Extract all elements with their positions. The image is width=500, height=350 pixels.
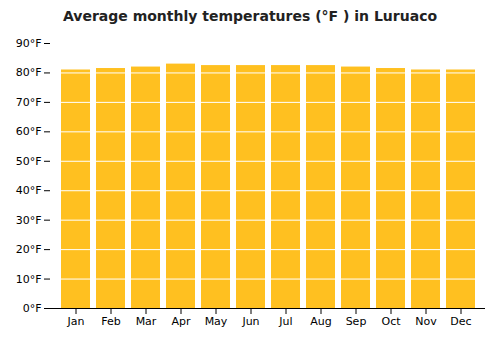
svg-text:Nov: Nov [415, 315, 437, 328]
svg-text:10°F: 10°F [16, 273, 42, 286]
svg-text:Apr: Apr [171, 315, 191, 328]
svg-text:Jan: Jan [67, 315, 85, 328]
svg-text:Sep: Sep [346, 315, 367, 328]
svg-text:70°F: 70°F [16, 96, 42, 109]
svg-text:20°F: 20°F [16, 243, 42, 256]
svg-text:May: May [205, 315, 228, 328]
svg-text:Jun: Jun [241, 315, 259, 328]
svg-text:Oct: Oct [381, 315, 401, 328]
svg-text:80°F: 80°F [16, 66, 42, 79]
svg-text:Mar: Mar [136, 315, 157, 328]
svg-text:40°F: 40°F [16, 184, 42, 197]
svg-text:Jul: Jul [278, 315, 292, 328]
svg-text:0°F: 0°F [23, 302, 42, 315]
svg-text:30°F: 30°F [16, 214, 42, 227]
svg-text:Dec: Dec [450, 315, 471, 328]
svg-text:Feb: Feb [101, 315, 120, 328]
svg-text:60°F: 60°F [16, 125, 42, 138]
html-text:Average monthly temperatures (: Average monthly temperatures (°F ) in Lu… [62, 8, 438, 24]
svg-text:Aug: Aug [310, 315, 331, 328]
svg-text:50°F: 50°F [16, 155, 42, 168]
svg-text:90°F: 90°F [16, 37, 42, 50]
